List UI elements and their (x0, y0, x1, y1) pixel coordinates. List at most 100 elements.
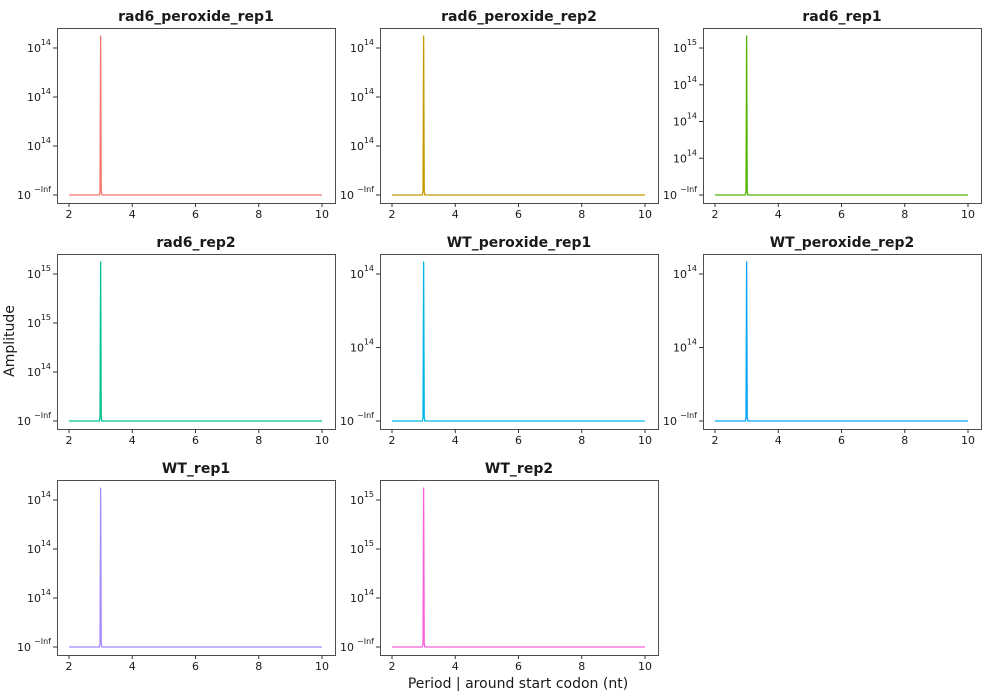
series-line (715, 35, 968, 196)
series-line (69, 487, 322, 648)
x-tick-label: 4 (775, 208, 782, 221)
y-tick-exponent: 14 (364, 338, 374, 347)
x-tick-label: 10 (961, 208, 975, 221)
y-tick-exponent: −Inf (680, 411, 697, 420)
y-tick-exponent: 14 (41, 539, 51, 548)
y-tick-exponent: −Inf (680, 185, 697, 194)
x-tick-label: 2 (389, 660, 396, 673)
x-tick-label: 4 (452, 660, 459, 673)
x-tick-label: 4 (129, 660, 136, 673)
y-tick-exponent: 15 (364, 490, 374, 499)
x-tick-label: 10 (961, 434, 975, 447)
x-tick-label: 2 (712, 208, 719, 221)
y-tick-base: 10 (27, 140, 41, 153)
panel-title: WT_rep2 (485, 461, 553, 477)
x-tick-label: 2 (66, 208, 73, 221)
x-tick-label: 2 (712, 434, 719, 447)
x-tick-label: 6 (838, 434, 845, 447)
x-tick-label: 4 (129, 208, 136, 221)
panel-frame (380, 28, 659, 204)
panel-frame (57, 254, 336, 430)
x-tick-label: 8 (255, 660, 262, 673)
x-tick-label: 2 (389, 434, 396, 447)
y-tick-base: 10 (350, 494, 364, 507)
y-tick-exponent: 14 (41, 490, 51, 499)
x-tick-label: 6 (515, 208, 522, 221)
y-tick-exponent: 15 (687, 38, 697, 47)
panel-frame (703, 254, 982, 430)
x-tick-label: 6 (192, 208, 199, 221)
y-tick-base: 10 (27, 543, 41, 556)
y-tick-base: 10 (27, 317, 41, 330)
x-tick-label: 6 (192, 660, 199, 673)
x-tick-label: 8 (255, 434, 262, 447)
x-tick-label: 10 (638, 660, 652, 673)
y-tick-exponent: 14 (364, 264, 374, 273)
panel-frame (380, 480, 659, 656)
series-line (392, 487, 645, 648)
panel-frame (57, 480, 336, 656)
panel-title: rad6_peroxide_rep2 (441, 9, 597, 25)
x-tick-label: 10 (315, 660, 329, 673)
x-axis-title: Period | around start codon (nt) (408, 676, 628, 691)
y-tick-base: 10 (27, 42, 41, 55)
series-line (392, 35, 645, 196)
y-tick-base: 10 (673, 79, 687, 92)
y-tick-base: 10 (663, 189, 677, 202)
x-tick-label: 10 (315, 434, 329, 447)
y-tick-exponent: 15 (41, 313, 51, 322)
y-tick-exponent: 14 (687, 75, 697, 84)
y-tick-exponent: 14 (687, 338, 697, 347)
y-tick-base: 10 (673, 152, 687, 165)
x-tick-label: 4 (129, 434, 136, 447)
y-tick-base: 10 (27, 268, 41, 281)
panel-title: WT_peroxide_rep1 (447, 235, 592, 251)
y-tick-exponent: 14 (364, 87, 374, 96)
y-tick-base: 10 (17, 189, 31, 202)
y-tick-exponent: 14 (41, 362, 51, 371)
y-tick-base: 10 (17, 415, 31, 428)
y-tick-base: 10 (350, 140, 364, 153)
y-tick-base: 10 (673, 268, 687, 281)
y-tick-exponent: 14 (41, 87, 51, 96)
y-tick-base: 10 (27, 494, 41, 507)
y-tick-exponent: 14 (364, 38, 374, 47)
y-tick-base: 10 (340, 641, 354, 654)
y-tick-base: 10 (27, 592, 41, 605)
x-tick-label: 6 (838, 208, 845, 221)
y-tick-exponent: 15 (41, 264, 51, 273)
y-tick-exponent: −Inf (34, 637, 51, 646)
series-line (69, 35, 322, 196)
y-tick-base: 10 (340, 189, 354, 202)
y-tick-exponent: −Inf (34, 411, 51, 420)
panel-title: rad6_rep2 (156, 235, 235, 251)
series-line (715, 261, 968, 422)
series-line (392, 261, 645, 422)
series-line (69, 261, 322, 422)
x-tick-label: 6 (192, 434, 199, 447)
x-tick-label: 4 (452, 434, 459, 447)
y-tick-base: 10 (340, 415, 354, 428)
x-tick-label: 8 (255, 208, 262, 221)
y-tick-base: 10 (673, 342, 687, 355)
y-tick-base: 10 (27, 366, 41, 379)
x-tick-label: 8 (901, 208, 908, 221)
y-tick-base: 10 (350, 268, 364, 281)
y-tick-exponent: −Inf (34, 185, 51, 194)
y-tick-base: 10 (673, 116, 687, 129)
y-tick-exponent: −Inf (357, 185, 374, 194)
y-tick-exponent: 14 (364, 588, 374, 597)
x-tick-label: 10 (638, 208, 652, 221)
y-tick-exponent: 15 (364, 539, 374, 548)
x-tick-label: 8 (901, 434, 908, 447)
y-tick-base: 10 (663, 415, 677, 428)
x-tick-label: 2 (389, 208, 396, 221)
x-tick-label: 10 (638, 434, 652, 447)
panel-frame (57, 28, 336, 204)
y-tick-exponent: 14 (41, 588, 51, 597)
x-tick-label: 10 (315, 208, 329, 221)
